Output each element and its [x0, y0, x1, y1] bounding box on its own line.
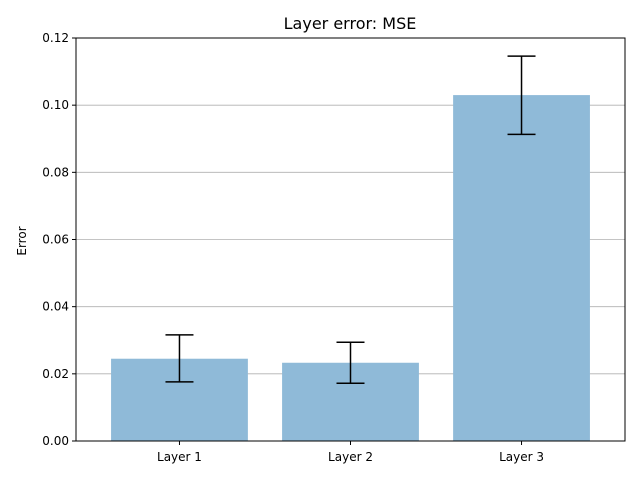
y-tick-label: 0.12	[42, 31, 69, 45]
y-tick-label: 0.10	[42, 98, 69, 112]
x-axis-ticks: Layer 1 Layer 2 Layer 3	[157, 441, 544, 464]
x-tick-label: Layer 1	[157, 450, 202, 464]
chart-title: Layer error: MSE	[284, 14, 417, 33]
y-tick-label: 0.04	[42, 300, 69, 314]
y-tick-label: 0.08	[42, 165, 69, 179]
y-tick-label: 0.00	[42, 434, 69, 448]
y-axis-label: Error	[15, 226, 29, 255]
y-tick-label: 0.02	[42, 367, 69, 381]
error-bars	[165, 55, 536, 384]
bars	[111, 95, 590, 441]
y-tick-label: 0.06	[42, 233, 69, 247]
x-tick-label: Layer 3	[499, 450, 544, 464]
bar-3	[453, 95, 590, 441]
y-axis-ticks: 0.00 0.02 0.04 0.06 0.08 0.10 0.12	[42, 31, 76, 448]
x-tick-label: Layer 2	[328, 450, 373, 464]
